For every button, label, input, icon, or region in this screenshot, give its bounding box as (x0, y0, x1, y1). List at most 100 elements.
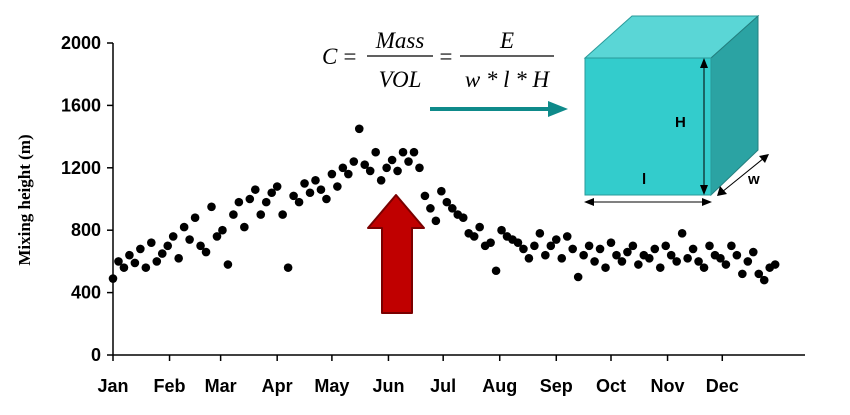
x-tick-label: Oct (596, 376, 626, 396)
y-tick-label: 800 (71, 220, 101, 240)
data-point (721, 260, 731, 269)
data-point (240, 222, 249, 232)
data-point (179, 222, 189, 232)
data-point (185, 235, 194, 244)
data-point (212, 232, 222, 241)
data-point (628, 241, 638, 251)
data-point (770, 260, 780, 269)
x-tick-label: Apr (262, 376, 293, 396)
data-point (344, 169, 353, 179)
data-point (650, 244, 660, 254)
data-point (261, 197, 271, 207)
data-point (606, 238, 616, 247)
data-point (442, 197, 452, 207)
data-point (475, 222, 484, 232)
data-point (360, 160, 370, 169)
data-point (322, 194, 331, 204)
y-tick-label: 2000 (61, 33, 101, 53)
data-point (420, 191, 430, 201)
formula-equals-1: = (342, 44, 358, 69)
x-axis-ticks: Jan Feb Mar Apr May Jun Jul Aug Sep Oct Nov Dec (97, 355, 739, 396)
data-point (338, 163, 348, 173)
data-point (404, 157, 413, 166)
formula-mass: Mass (375, 28, 425, 53)
data-point (590, 257, 599, 266)
data-point (218, 225, 227, 235)
x-tick-label: Jun (372, 376, 404, 396)
x-tick-label: Aug (482, 376, 517, 396)
x-tick-label: May (314, 376, 349, 396)
x-tick-label: Dec (706, 376, 739, 396)
data-point (688, 244, 698, 254)
data-point (283, 263, 293, 272)
data-point (661, 241, 671, 251)
concentration-formula: C = Mass VOL = E w * l * H (322, 28, 554, 92)
data-point (229, 210, 238, 219)
formula-lhs: C (322, 44, 338, 69)
data-point (535, 229, 545, 238)
data-point (486, 238, 495, 247)
box-length-label: l (642, 171, 646, 188)
data-point (546, 241, 556, 251)
data-point (316, 185, 326, 194)
data-point (694, 257, 703, 266)
y-axis-title: Mixing height (m) (15, 134, 34, 265)
data-point (267, 188, 277, 198)
data-points (108, 124, 780, 285)
data-point (278, 210, 287, 219)
box-width-label: w (747, 171, 760, 188)
data-point (727, 241, 736, 251)
mixing-volume-box-icon: H l w (583, 14, 769, 206)
data-point (354, 124, 364, 134)
red-up-arrow-icon (367, 194, 425, 314)
data-point (519, 244, 528, 254)
data-point (393, 166, 402, 176)
data-point (174, 253, 183, 263)
data-point (136, 244, 145, 254)
data-point (431, 216, 441, 226)
data-point (305, 188, 315, 198)
data-point (491, 266, 501, 276)
data-point (469, 232, 479, 241)
formula-equals-2: = (438, 44, 454, 69)
data-point (349, 157, 359, 166)
x-tick-label: Nov (651, 376, 685, 396)
data-point (557, 253, 567, 263)
x-tick-label: Jan (97, 376, 128, 396)
data-point (601, 263, 610, 272)
data-point (157, 249, 167, 258)
data-point (398, 147, 408, 157)
data-point (256, 210, 266, 219)
data-point (108, 274, 118, 283)
data-point (289, 191, 298, 201)
data-point (655, 263, 665, 272)
formula-e: E (499, 28, 514, 53)
data-point (497, 225, 506, 235)
data-point (300, 179, 309, 188)
y-tick-label: 400 (71, 283, 101, 303)
data-point (699, 263, 709, 272)
data-point (584, 241, 594, 251)
data-point (163, 241, 173, 251)
data-point (754, 269, 764, 279)
teal-arrow-icon (430, 101, 568, 117)
data-point (141, 263, 151, 272)
box-height-label: H (675, 114, 686, 131)
y-tick-label: 1600 (61, 95, 101, 115)
data-point (617, 257, 627, 266)
data-point (524, 253, 534, 263)
data-point (447, 204, 457, 213)
data-point (705, 241, 714, 251)
data-point (437, 186, 446, 196)
x-tick-label: Jul (430, 376, 456, 396)
data-point (458, 213, 468, 223)
data-point (223, 260, 233, 269)
data-point (426, 204, 435, 213)
data-point (530, 241, 539, 251)
data-point (168, 232, 178, 241)
data-point (645, 253, 654, 263)
data-point (562, 232, 572, 241)
x-tick-label: Mar (205, 376, 237, 396)
data-point (612, 250, 621, 260)
